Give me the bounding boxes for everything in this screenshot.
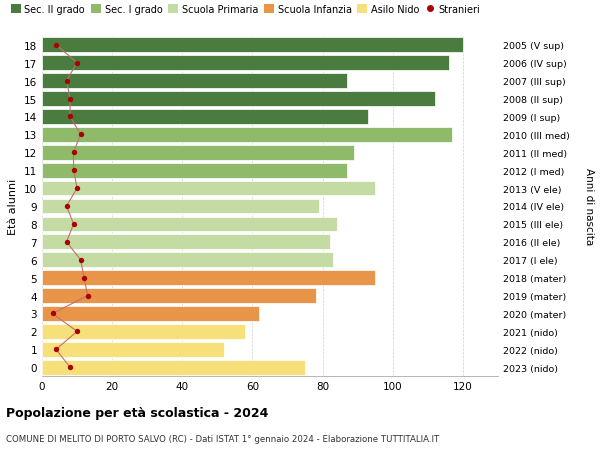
Point	[69, 221, 79, 228]
Point	[69, 167, 79, 174]
Bar	[42, 92, 435, 106]
Point	[62, 78, 71, 85]
Bar	[42, 253, 333, 268]
Bar	[42, 110, 368, 124]
Y-axis label: Anni di nascita: Anni di nascita	[584, 168, 593, 245]
Bar	[42, 325, 245, 339]
Point	[72, 185, 82, 192]
Bar	[42, 163, 347, 178]
Point	[69, 149, 79, 157]
Point	[72, 60, 82, 67]
Legend: Sec. II grado, Sec. I grado, Scuola Primaria, Scuola Infanzia, Asilo Nido, Stran: Sec. II grado, Sec. I grado, Scuola Prim…	[11, 5, 481, 15]
Point	[76, 257, 85, 264]
Bar	[42, 181, 375, 196]
Bar	[42, 271, 375, 285]
Point	[51, 42, 61, 49]
Bar	[42, 56, 449, 71]
Bar	[42, 128, 452, 142]
Point	[79, 274, 89, 282]
Bar	[42, 217, 337, 232]
Point	[62, 239, 71, 246]
Bar	[42, 307, 259, 321]
Point	[65, 364, 75, 371]
Bar	[42, 146, 354, 160]
Y-axis label: Età alunni: Età alunni	[8, 179, 19, 235]
Bar	[42, 342, 224, 357]
Text: COMUNE DI MELITO DI PORTO SALVO (RC) - Dati ISTAT 1° gennaio 2024 - Elaborazione: COMUNE DI MELITO DI PORTO SALVO (RC) - D…	[6, 434, 439, 443]
Point	[72, 328, 82, 336]
Bar	[42, 289, 316, 303]
Bar	[42, 74, 347, 89]
Bar	[42, 39, 463, 53]
Point	[48, 310, 58, 318]
Point	[65, 95, 75, 103]
Point	[76, 131, 85, 139]
Bar	[42, 235, 329, 250]
Text: Popolazione per età scolastica - 2024: Popolazione per età scolastica - 2024	[6, 406, 268, 419]
Bar	[42, 360, 305, 375]
Point	[65, 113, 75, 121]
Point	[83, 292, 92, 300]
Point	[62, 203, 71, 210]
Point	[51, 346, 61, 353]
Bar	[42, 199, 319, 214]
